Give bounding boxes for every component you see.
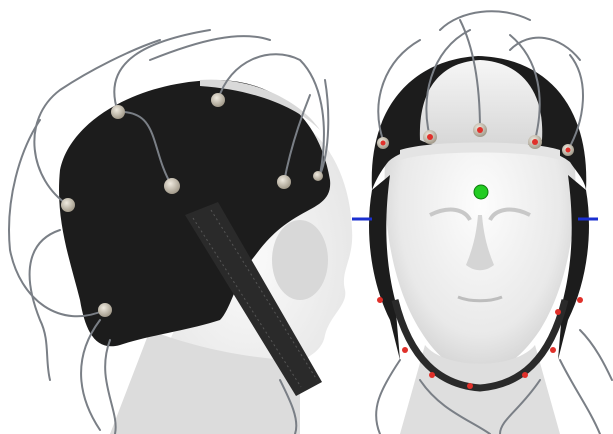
- electrode-red-small: [467, 383, 473, 389]
- right-cap-side-right: [558, 175, 589, 360]
- left-electrode-wires: [8, 29, 330, 434]
- electrode: [164, 178, 180, 194]
- electrode-red-center: [565, 147, 571, 153]
- left-mannequin-neck: [110, 330, 300, 434]
- electrode-red-center: [532, 139, 538, 145]
- right-face-mouth: [457, 295, 503, 303]
- left-chin-strap: [185, 202, 322, 396]
- right-chin-strap: [391, 299, 569, 392]
- left-panel-side-view: [8, 29, 353, 434]
- electrode: [61, 198, 75, 212]
- right-electrodes: [377, 123, 583, 389]
- right-panel-front-view: [352, 10, 613, 434]
- electrode-red-center: [477, 127, 483, 133]
- electrode-red-small: [377, 297, 383, 303]
- electrode: [277, 175, 291, 189]
- left-chin-strap-stitch: [192, 209, 318, 388]
- electrode-red-small: [522, 372, 528, 378]
- electrode: [98, 303, 112, 317]
- right-electrode-wires: [375, 10, 613, 434]
- right-cap-brow-band: [400, 142, 560, 160]
- electrode-red-small: [577, 297, 583, 303]
- right-face-brow: [429, 207, 531, 222]
- electrode-red-small: [429, 372, 435, 378]
- right-cap-side-left: [369, 175, 400, 360]
- electrode: [313, 171, 323, 181]
- right-face-nose: [466, 215, 494, 271]
- electrode: [111, 105, 125, 119]
- right-cap-white-panel: [419, 60, 543, 148]
- electrode-red-small: [402, 347, 408, 353]
- electrode-red-center: [427, 134, 433, 140]
- left-electrodes: [61, 93, 323, 317]
- left-cap-crown-rim: [200, 79, 320, 130]
- left-mannequin-ear: [272, 220, 328, 300]
- electrode-red-small: [550, 347, 556, 353]
- electrode-red-small: [555, 309, 561, 315]
- electrode-red-center: [380, 140, 386, 146]
- electrode: [211, 93, 225, 107]
- nasion-marker-green: [473, 184, 489, 200]
